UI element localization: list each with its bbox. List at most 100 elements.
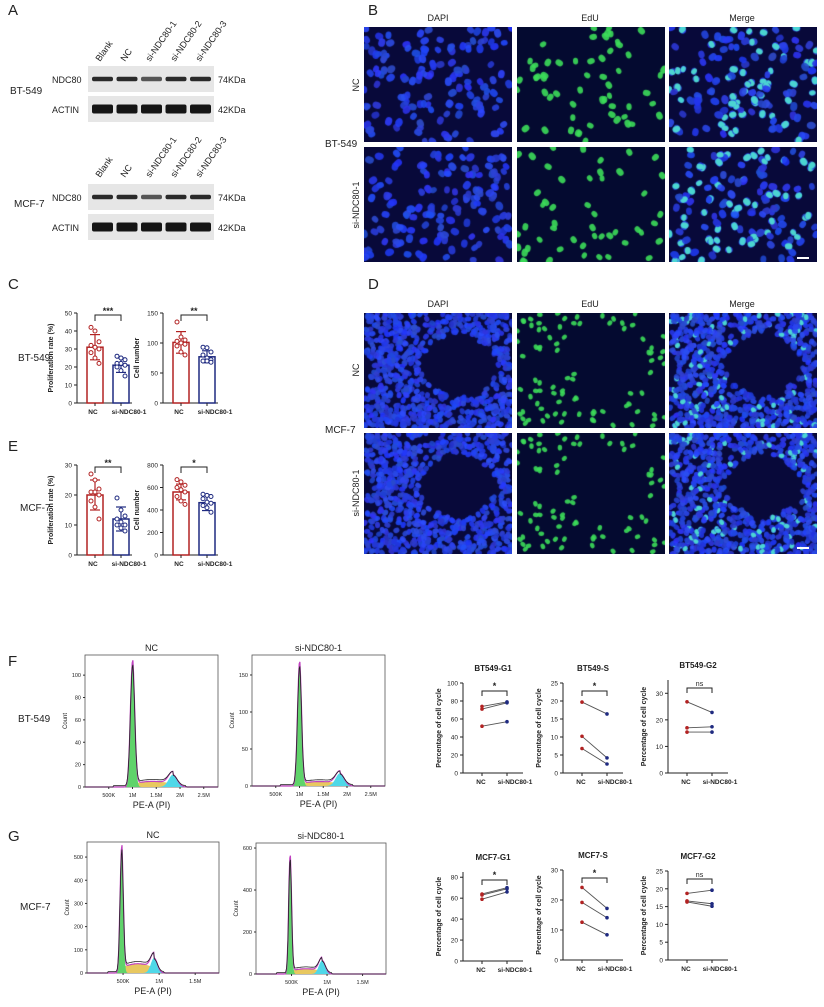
data-point	[208, 509, 214, 515]
x-tick-label: si-NDC80-1	[198, 409, 233, 416]
pair-line	[686, 900, 713, 905]
significance-bracket	[481, 690, 508, 696]
x-tick-label: NC	[174, 561, 184, 568]
data-point	[200, 491, 206, 497]
histogram-title: si-NDC80-1	[295, 643, 342, 653]
y-axis-label: Proliferation rate (%)	[48, 324, 55, 393]
pair-line	[686, 726, 713, 729]
y-tick-label: 0	[245, 784, 248, 790]
y-tick-label: 20	[551, 898, 559, 905]
y-tick-label: 800	[147, 463, 158, 470]
paired-chart-P1	[460, 682, 523, 776]
mw-label: 42KDa	[218, 105, 246, 115]
x-tick-label: 500K	[102, 793, 115, 799]
protein-label: ACTIN	[52, 105, 79, 115]
bar-chart-C1	[74, 312, 132, 406]
x-tick-label: 500K	[269, 792, 282, 798]
y-tick-label: 300	[74, 901, 83, 907]
y-tick-label: 20	[65, 493, 73, 500]
y-axis-label: Proliferation rate (%)	[48, 476, 55, 545]
x-axis-label: PE-A (PI)	[134, 986, 172, 996]
protein-band	[116, 194, 138, 200]
x-tick-label: 1M	[129, 793, 137, 799]
mw-label: 42KDa	[218, 223, 246, 233]
panel-label-a: A	[8, 2, 19, 19]
x-tick-label: 1M	[155, 979, 163, 985]
pair-line	[481, 891, 508, 900]
y-tick-label: 0	[454, 959, 458, 966]
protein-band	[190, 76, 211, 82]
y-axis-label: Cell number	[134, 489, 141, 530]
protein-band	[92, 76, 113, 82]
cell-line-label: BT-549	[325, 139, 358, 150]
y-tick-label: 0	[80, 971, 83, 977]
y-tick-label: 0	[68, 553, 72, 560]
bar-chart-E1	[74, 464, 132, 558]
data-point	[122, 528, 128, 534]
data-point-nc	[580, 885, 584, 890]
data-point	[114, 495, 120, 501]
microscopy-image-edu	[517, 147, 665, 262]
data-point-si	[710, 730, 714, 734]
data-point	[92, 328, 98, 334]
data-point	[174, 338, 180, 344]
y-tick-label: 40	[75, 740, 81, 746]
x-tick-label: 500K	[117, 979, 130, 985]
g1-phase-area	[256, 858, 386, 974]
x-tick-label: si-NDC80-1	[703, 779, 738, 786]
data-point	[92, 344, 98, 350]
data-point-si	[505, 890, 509, 894]
paired-chart-P2	[560, 682, 623, 776]
scale-bar	[797, 547, 809, 549]
data-point-nc	[580, 920, 584, 924]
y-axis-label: Cell number	[134, 337, 141, 378]
count-curve	[256, 859, 386, 975]
significance-label: *	[493, 870, 497, 880]
data-point	[178, 340, 184, 346]
data-point	[114, 353, 120, 359]
pair-line	[481, 721, 508, 727]
column-header-edu: EdU	[581, 13, 599, 23]
y-axis-label: Percentage of cell cycle	[641, 687, 648, 766]
chart-title: BT549-G2	[679, 661, 717, 670]
panel-label-b: B	[368, 2, 379, 19]
data-point-si	[710, 888, 714, 893]
data-point	[118, 525, 124, 531]
y-tick-label: 0	[154, 553, 158, 560]
x-tick-label: 500K	[285, 980, 298, 986]
data-point-si	[505, 886, 509, 891]
protein-band	[165, 222, 187, 232]
significance-label: ns	[696, 872, 704, 879]
lane-label: Blank	[93, 39, 114, 64]
data-point	[174, 494, 180, 499]
g2-phase-area	[87, 958, 219, 973]
y-tick-label: 100	[147, 341, 158, 348]
y-tick-label: 600	[243, 846, 252, 852]
protein-band	[190, 194, 211, 200]
data-point	[178, 334, 184, 340]
row-label-nc: NC	[351, 363, 361, 377]
significance-bracket	[581, 877, 608, 883]
protein-band	[165, 76, 187, 82]
data-point-si	[710, 904, 714, 909]
data-point	[88, 498, 94, 504]
cell-line-label: MCF-7	[20, 503, 51, 514]
column-header-dapi: DAPI	[427, 299, 449, 309]
g1-phase-area	[252, 663, 385, 786]
s-phase-area	[252, 781, 385, 786]
significance-label: *	[192, 458, 196, 468]
data-point	[200, 344, 206, 350]
data-point	[114, 522, 120, 528]
y-axis-label: Percentage of cell cycle	[436, 877, 443, 956]
data-point	[174, 477, 180, 483]
y-axis-label: Count	[63, 713, 69, 729]
significance-bracket	[180, 314, 208, 321]
plot-frame	[251, 654, 386, 787]
data-point	[178, 479, 184, 485]
y-tick-label: 5	[659, 940, 663, 947]
y-tick-label: 30	[65, 347, 73, 354]
row-label-nc: NC	[351, 78, 361, 92]
data-point	[88, 342, 94, 348]
fit-curve	[252, 661, 385, 787]
